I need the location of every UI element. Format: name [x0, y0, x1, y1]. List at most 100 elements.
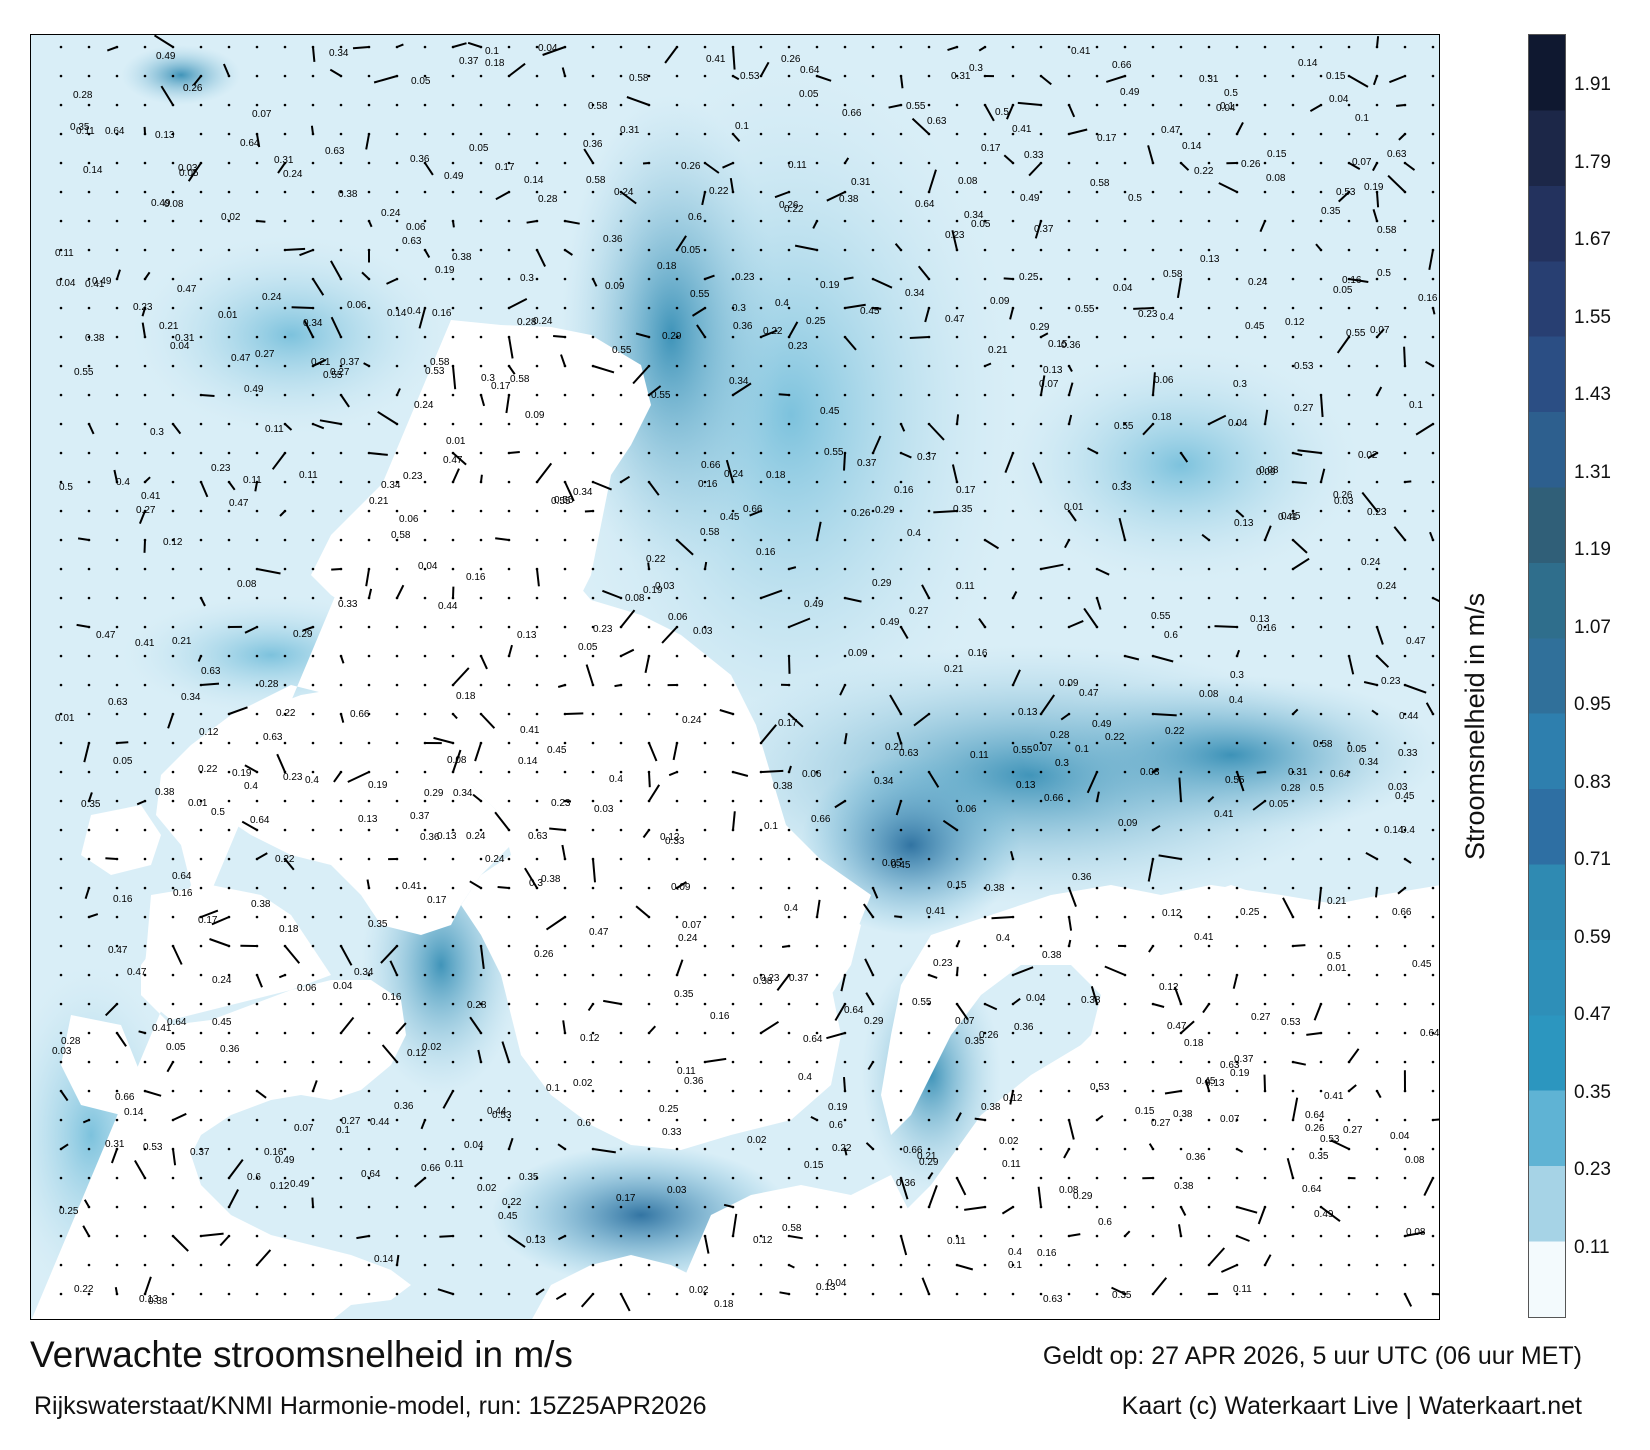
current-arrow [900, 423, 906, 432]
grid-dot [843, 1234, 847, 1238]
grid-dot [227, 886, 231, 890]
grid-dot [1123, 219, 1127, 223]
grid-dot [143, 828, 147, 832]
grid-dot [675, 1089, 679, 1093]
grid-dot [1011, 335, 1015, 339]
current-arrow [974, 1117, 986, 1121]
speed-value-label: 0.49 [244, 384, 264, 395]
current-arrow [676, 881, 687, 889]
grid-dot [367, 741, 371, 745]
grid-dot [1347, 596, 1351, 600]
speed-value-label: 0.15 [1267, 149, 1287, 160]
grid-dot [59, 132, 63, 136]
grid-dot [479, 103, 483, 107]
grid-dot [871, 335, 875, 339]
current-arrow [153, 35, 174, 48]
grid-dot [591, 741, 595, 745]
speed-value-label: 0.04 [827, 1278, 847, 1289]
grid-dot [1319, 219, 1323, 223]
grid-dot [451, 161, 455, 165]
speed-value-label: 0.45 [1412, 959, 1432, 970]
grid-dot [1291, 161, 1295, 165]
grid-dot [535, 1031, 539, 1035]
map-title: Verwachte stroomsnelheid in m/s [30, 1334, 573, 1375]
grid-dot [1151, 625, 1155, 629]
speed-value-label: 0.04 [1216, 103, 1236, 114]
grid-dot [59, 161, 63, 165]
speed-value-label: 0.08 [958, 176, 978, 187]
grid-dot [703, 364, 707, 368]
current-arrow [60, 1090, 69, 1102]
grid-dot [1095, 422, 1099, 426]
grid-dot [59, 828, 63, 832]
grid-dot [1207, 567, 1211, 571]
grid-dot [1095, 335, 1099, 339]
grid-dot [227, 683, 231, 687]
grid-dot [311, 567, 315, 571]
grid-dot [1123, 828, 1127, 832]
current-arrow [788, 321, 799, 338]
grid-dot [1207, 103, 1211, 107]
current-arrow [843, 452, 846, 471]
speed-value-label: 0.29 [662, 331, 682, 342]
current-arrow [167, 713, 174, 729]
current-arrow [1152, 824, 1161, 831]
grid-dot [339, 1176, 343, 1180]
speed-value-label: 0.35 [1321, 206, 1341, 217]
grid-dot [1235, 451, 1239, 455]
speed-value-label: 0.36 [1072, 872, 1092, 883]
grid-dot [227, 1263, 231, 1267]
current-arrow [1012, 966, 1034, 976]
speed-value-label: 0.38 [338, 189, 358, 200]
grid-dot [199, 248, 203, 252]
grid-dot [115, 828, 119, 832]
speed-value-label: 0.58 [782, 1223, 802, 1234]
grid-dot [339, 1060, 343, 1064]
grid-dot [703, 103, 707, 107]
grid-dot [283, 132, 287, 136]
current-arrow [834, 800, 846, 809]
speed-value-label: 0.21 [369, 496, 389, 507]
current-arrow [141, 322, 146, 338]
grid-dot [367, 1002, 371, 1006]
grid-dot [787, 480, 791, 484]
grid-dot [843, 1263, 847, 1267]
grid-dot [423, 857, 427, 861]
current-arrow [138, 510, 146, 524]
current-arrow [452, 468, 460, 483]
grid-dot [87, 306, 91, 310]
grid-dot [171, 915, 175, 919]
grid-dot [283, 335, 287, 339]
grid-dot [871, 944, 875, 948]
grid-dot [479, 1147, 483, 1151]
grid-dot [423, 451, 427, 455]
grid-dot [535, 915, 539, 919]
speed-value-label: 0.13 [1018, 707, 1038, 718]
grid-dot [647, 1002, 651, 1006]
grid-dot [227, 219, 231, 223]
grid-dot [59, 1205, 63, 1209]
current-arrow [508, 365, 516, 375]
grid-dot [1235, 741, 1239, 745]
grid-dot [871, 1031, 875, 1035]
grid-dot [171, 335, 175, 339]
grid-dot [563, 277, 567, 281]
speed-value-label: 0.58 [430, 357, 450, 368]
speed-value-label: 0.66 [421, 1163, 441, 1174]
grid-dot [759, 480, 763, 484]
grid-dot [1123, 248, 1127, 252]
legend-tick-label: 0.71 [1574, 849, 1611, 870]
grid-dot [171, 480, 175, 484]
grid-dot [731, 857, 735, 861]
grid-dot [843, 770, 847, 774]
current-arrow [719, 709, 734, 715]
grid-dot [171, 857, 175, 861]
speed-value-label: 0.05 [469, 143, 489, 154]
grid-dot [843, 712, 847, 716]
grid-dot [647, 306, 651, 310]
speed-value-label: 0.22 [646, 554, 666, 565]
grid-dot [1123, 190, 1127, 194]
current-arrow [788, 1235, 803, 1240]
forecast-map[interactable]: 0.04 0.41 0.64 0.05 0.12 0.12 0.16 0.34 0.22 0.26… [30, 34, 1440, 1320]
grid-dot [1235, 915, 1239, 919]
